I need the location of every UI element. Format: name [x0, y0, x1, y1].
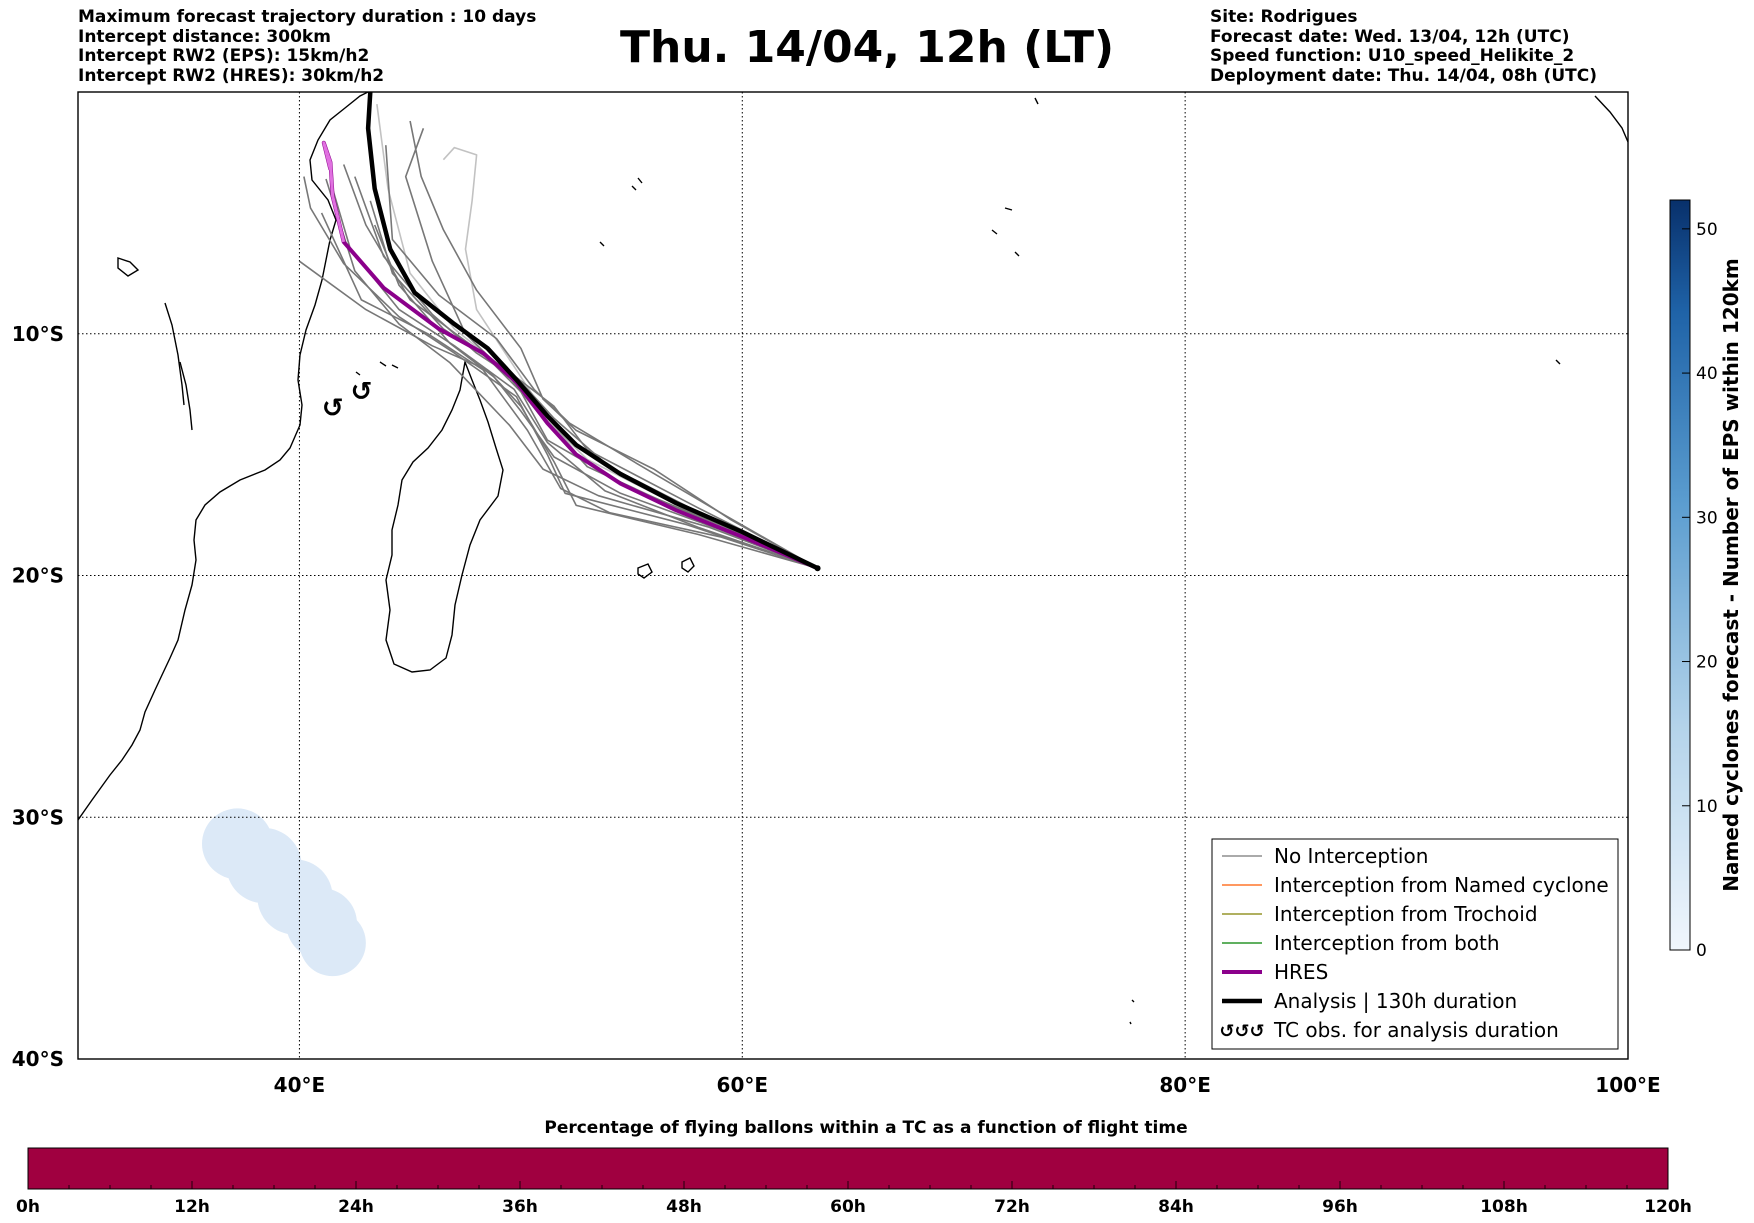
- tc-observations: ↺↺: [322, 377, 373, 424]
- reunion-island: [637, 563, 653, 579]
- density-blob-4: [299, 909, 366, 977]
- chart-title: Thu. 14/04, 12h (LT): [620, 22, 1115, 73]
- ensemble-trajectory-11: [373, 224, 818, 569]
- legend-label-3: Interception from both: [1274, 931, 1500, 955]
- chagos-islands: [991, 207, 1020, 257]
- colorbar-tick-label-2: 20: [1696, 653, 1718, 673]
- intercept-hres-text: Intercept RW2 (HRES): 30km/h2: [78, 65, 385, 86]
- hres-trajectory-tail: [322, 141, 346, 243]
- timeline-tick-label-2: 24h: [338, 1197, 374, 1217]
- timeline-tick-label-4: 48h: [666, 1197, 702, 1217]
- timeline-tick-label-9: 108h: [1480, 1197, 1528, 1217]
- legend-swatch-tc-obs-icon: ↺↺↺: [1219, 1021, 1264, 1042]
- flight-time-timeline: Percentage of flying ballons within a TC…: [16, 1118, 1692, 1217]
- seychelles-islands: [599, 177, 643, 247]
- colorbar-gradient: [1669, 199, 1691, 951]
- main-trajectories: [321, 92, 821, 572]
- timeline-tick-label-5: 60h: [830, 1197, 866, 1217]
- madagascar-coastline: [385, 359, 504, 673]
- gridlines: [78, 92, 1628, 1059]
- mauritius-island: [681, 557, 695, 573]
- timeline-title: Percentage of flying ballons within a TC…: [544, 1118, 1187, 1138]
- cocos-islands: [1555, 359, 1561, 365]
- site-text: Site: Rodrigues: [1210, 7, 1358, 27]
- colorbar: 0 10 20 30 40 50 Named cyclones forecast - Nu…: [1669, 199, 1743, 961]
- lake-malawi: [179, 361, 193, 431]
- legend-box: [1211, 838, 1619, 1050]
- map-frame: [77, 91, 1629, 1060]
- legend-label-1: Interception from Named cyclone: [1274, 873, 1609, 897]
- timeline-tick-label-7: 84h: [1158, 1197, 1194, 1217]
- lake-tanganyika: [164, 302, 185, 406]
- colorbar-tick-label-5: 50: [1696, 220, 1718, 240]
- legend: No Interception Interception from Named c…: [1211, 838, 1619, 1050]
- legend-label-5: Analysis | 130h duration: [1274, 989, 1517, 1013]
- colorbar-tick-label-0: 0: [1696, 941, 1707, 961]
- maldives-islands: [1034, 97, 1039, 105]
- colorbar-tick-label-3: 30: [1696, 508, 1718, 528]
- timeline-tick-label-1: 12h: [174, 1197, 210, 1217]
- colorbar-label: Named cyclones forecast - Number of EPS …: [1719, 258, 1743, 892]
- speed-function-text: Speed function: U10_speed_Helikite_2: [1210, 46, 1575, 66]
- timeline-tick-label-0: 0h: [16, 1197, 40, 1217]
- x-tick-label-2: 80°E: [1159, 1073, 1211, 1097]
- y-tick-label-2: 30°S: [12, 805, 64, 829]
- legend-label-4: HRES: [1274, 960, 1328, 984]
- max-duration-text: Maximum forecast trajectory duration : 1…: [78, 7, 537, 27]
- cyclone-density-layer: [202, 808, 366, 977]
- coastlines: [78, 92, 1628, 1025]
- ensemble-trajectory-8: [409, 120, 818, 569]
- timeline-tick-label-8: 96h: [1322, 1197, 1358, 1217]
- header-left-info: Maximum forecast trajectory duration : 1…: [78, 7, 537, 86]
- x-tick-label-0: 40°E: [274, 1073, 326, 1097]
- intercept-eps-text: Intercept RW2 (EPS): 15km/h2: [78, 46, 370, 66]
- y-tick-label-3: 40°S: [12, 1047, 64, 1071]
- analysis-trajectory: [365, 92, 819, 571]
- header-right-info: Site: Rodrigues Forecast date: Wed. 13/0…: [1210, 7, 1597, 86]
- x-axis-ticks: 40°E 60°E 80°E 100°E: [274, 1073, 1661, 1097]
- x-tick-label-1: 60°E: [717, 1073, 769, 1097]
- x-tick-label-3: 100°E: [1595, 1073, 1660, 1097]
- intercept-distance-text: Intercept distance: 300km: [78, 26, 331, 47]
- timeline-tick-label-3: 36h: [502, 1197, 538, 1217]
- tc-obs-marker-1: ↺: [351, 377, 373, 407]
- forecast-date-text: Forecast date: Wed. 13/04, 12h (UTC): [1210, 26, 1570, 47]
- launch-site-marker: [814, 565, 821, 572]
- ensemble-trajectory-13: [385, 145, 818, 569]
- colorbar-tick-label-1: 10: [1696, 797, 1718, 817]
- y-tick-label-0: 10°S: [12, 322, 64, 346]
- legend-label-0: No Interception: [1274, 844, 1428, 868]
- lake-victoria: [117, 257, 140, 277]
- tc-obs-marker-0: ↺: [322, 394, 344, 424]
- ensemble-trajectory-5: [320, 212, 818, 569]
- amsterdam-island: [1129, 999, 1135, 1025]
- timeline-tick-label-6: 72h: [994, 1197, 1030, 1217]
- deployment-date-text: Deployment date: Thu. 14/04, 08h (UTC): [1210, 65, 1597, 86]
- legend-label-2: Interception from Trochoid: [1274, 902, 1538, 926]
- africa-coastline: [78, 92, 369, 821]
- comoros-islands: [355, 361, 399, 376]
- legend-label-6: TC obs. for analysis duration: [1273, 1018, 1559, 1042]
- java-coastline: [1594, 95, 1628, 143]
- ensemble-trajectory-7: [303, 176, 818, 569]
- y-tick-label-1: 20°S: [12, 564, 64, 588]
- y-axis-ticks: 10°S 20°S 30°S 40°S: [12, 322, 64, 1071]
- timeline-tick-label-10: 120h: [1644, 1197, 1692, 1217]
- colorbar-tick-label-4: 40: [1696, 364, 1718, 384]
